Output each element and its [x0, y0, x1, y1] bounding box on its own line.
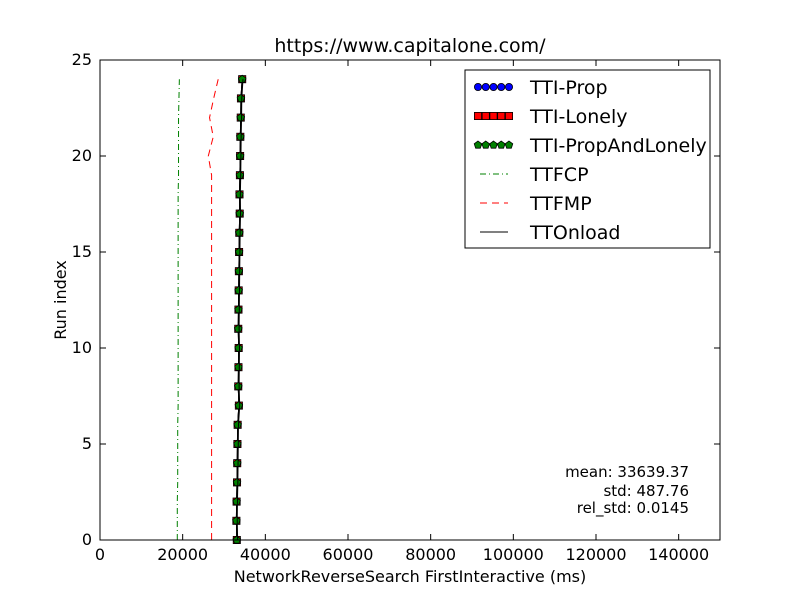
legend-entry-ttfmp: TTFMP — [480, 193, 592, 215]
series-line-ttfmp — [207, 79, 219, 540]
stats-annotation: mean: 33639.37 std: 487.76 rel_std: 0.01… — [565, 463, 689, 518]
legend-items: TTI-Prop TTI-Lonely TTI-PropAndLonely TTFCP… — [473, 77, 707, 244]
legend: TTI-Prop TTI-Lonely TTI-PropAndLonely TTFCP… — [464, 69, 711, 249]
chart-title: https://www.capitalone.com/ — [274, 35, 546, 57]
legend-swatch-marker — [489, 140, 498, 149]
data-point-tti-propandlonely — [235, 228, 244, 237]
legend-label: TTOnload — [529, 222, 620, 244]
x-tick-label: 20000 — [157, 545, 208, 564]
data-point-tti-propandlonely — [236, 113, 245, 122]
series-ttfmp — [207, 79, 219, 540]
series-ttfcp — [176, 79, 180, 540]
x-tick-label: 100000 — [483, 545, 544, 564]
legend-swatch-marker — [473, 83, 482, 92]
x-tick-label: 40000 — [240, 545, 291, 564]
data-point-tti-propandlonely — [234, 362, 243, 371]
stat-mean: mean: 33639.37 — [565, 463, 689, 481]
series-ttonload — [236, 79, 244, 541]
y-tick-label: 20 — [72, 146, 92, 165]
y-tick-label: 10 — [72, 338, 92, 357]
data-point-tti-propandlonely — [234, 401, 244, 410]
data-point-tti-propandlonely — [236, 132, 245, 141]
stat-rel-std: rel_std: 0.0145 — [577, 499, 689, 518]
legend-swatch-marker — [481, 112, 490, 121]
data-point-tti-propandlonely — [237, 74, 247, 83]
legend-swatch-marker — [481, 140, 490, 149]
series-layer — [176, 74, 247, 545]
legend-swatch-marker — [473, 112, 482, 121]
y-tick-label: 25 — [72, 50, 92, 69]
legend-swatch-marker — [473, 140, 483, 149]
x-tick-label: 0 — [95, 545, 105, 564]
legend-swatch-marker — [497, 140, 506, 149]
data-point-tti-propandlonely — [234, 343, 243, 352]
legend-label: TTFCP — [529, 164, 589, 186]
x-tick-label: 140000 — [648, 545, 709, 564]
legend-swatch-marker — [489, 112, 498, 121]
data-point-tti-propandlonely — [234, 285, 243, 295]
x-axis-label: NetworkReverseSearch FirstInteractive (m… — [234, 567, 587, 586]
legend-label: TTI-PropAndLonely — [529, 135, 707, 157]
data-point-tti-propandlonely — [232, 477, 242, 487]
y-tick-label: 15 — [72, 242, 92, 261]
legend-swatch-marker — [504, 83, 513, 92]
legend-swatch-marker — [504, 140, 514, 149]
legend-entry-tti-lonely: TTI-Lonely — [473, 106, 627, 128]
legend-swatch-marker — [497, 112, 506, 121]
data-point-tti-propandlonely — [235, 151, 245, 160]
series-line-ttfcp — [176, 79, 180, 540]
data-point-tti-propandlonely — [234, 381, 243, 391]
legend-entry-tti-propandlonely: TTI-PropAndLonely — [473, 135, 707, 157]
series-tti-propandlonely — [232, 74, 247, 544]
data-point-tti-propandlonely — [233, 439, 242, 448]
data-point-tti-propandlonely — [235, 170, 245, 179]
data-point-tti-propandlonely — [236, 93, 246, 102]
x-tick-label: 80000 — [405, 545, 456, 564]
stat-std: std: 487.76 — [603, 482, 689, 500]
legend-label: TTI-Prop — [529, 77, 608, 99]
legend-entry-ttonload: TTOnload — [480, 222, 620, 244]
data-point-tti-propandlonely — [232, 497, 241, 506]
series-line-ttonload — [236, 79, 244, 541]
legend-swatch-marker — [497, 83, 506, 92]
legend-label: TTI-Lonely — [529, 106, 627, 128]
data-point-tti-propandlonely — [234, 305, 243, 314]
data-point-tti-propandlonely — [233, 420, 242, 429]
legend-entry-tti-prop: TTI-Prop — [473, 77, 608, 99]
legend-label: TTFMP — [529, 193, 592, 215]
data-point-tti-propandlonely — [235, 209, 244, 218]
y-axis-label: Run index — [51, 260, 70, 340]
x-tick-label: 60000 — [323, 545, 374, 564]
data-point-tti-propandlonely — [232, 516, 241, 525]
data-point-tti-propandlonely — [234, 247, 244, 256]
legend-swatch-marker — [481, 83, 490, 92]
data-point-tti-propandlonely — [235, 189, 244, 199]
data-point-tti-propandlonely — [234, 266, 244, 275]
legend-entry-ttfcp: TTFCP — [480, 164, 589, 186]
legend-swatch-marker — [504, 112, 513, 121]
x-tick-label: 120000 — [565, 545, 626, 564]
data-point-tti-propandlonely — [232, 458, 242, 467]
legend-swatch-marker — [489, 83, 498, 92]
y-tick-label: 5 — [82, 434, 92, 453]
data-point-tti-propandlonely — [234, 324, 243, 333]
tick-layer: 0 20000 40000 60000 80000 100000 120000 140000 0… — [72, 50, 720, 564]
legend-box — [464, 69, 711, 249]
y-tick-label: 0 — [82, 530, 92, 549]
plot-frame — [99, 59, 721, 541]
